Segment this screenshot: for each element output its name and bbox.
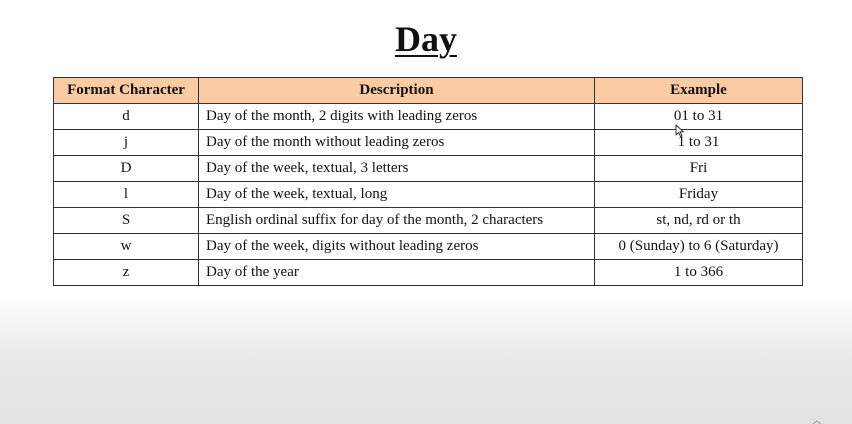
example-cell: Fri (594, 155, 803, 182)
description-cell: English ordinal suffix for day of the mo… (198, 207, 595, 234)
table-row: w Day of the week, digits without leadin… (53, 233, 803, 260)
description-cell: Day of the month without leading zeros (198, 129, 595, 156)
page-title: Day (395, 19, 457, 59)
example-cell: 1 to 31 (594, 129, 803, 156)
example-cell: 1 to 366 (594, 259, 803, 286)
format-character-cell: d (53, 103, 199, 130)
description-cell: Day of the week, textual, 3 letters (198, 155, 595, 182)
table-row: l Day of the week, textual, long Friday (53, 181, 803, 208)
header-format-character: Format Character (53, 77, 199, 104)
description-cell: Day of the year (198, 259, 595, 286)
header-description: Description (198, 77, 595, 104)
example-cell: 01 to 31 (594, 103, 803, 130)
format-character-cell: z (53, 259, 199, 286)
table-row: D Day of the week, textual, 3 letters Fr… (53, 155, 803, 182)
format-character-cell: D (53, 155, 199, 182)
format-character-cell: j (53, 129, 199, 156)
header-example: Example (594, 77, 803, 104)
description-cell: Day of the month, 2 digits with leading … (198, 103, 595, 130)
format-character-cell: w (53, 233, 199, 260)
corner-mark-icon (812, 420, 822, 424)
description-cell: Day of the week, textual, long (198, 181, 595, 208)
table-header-row: Format Character Description Example (53, 77, 803, 104)
example-cell: 0 (Sunday) to 6 (Saturday) (594, 233, 803, 260)
description-cell: Day of the week, digits without leading … (198, 233, 595, 260)
example-cell: Friday (594, 181, 803, 208)
table-row: S English ordinal suffix for day of the … (53, 207, 803, 234)
table-row: z Day of the year 1 to 366 (53, 259, 803, 286)
format-character-cell: l (53, 181, 199, 208)
table-row: j Day of the month without leading zeros… (53, 129, 803, 156)
table-row: d Day of the month, 2 digits with leadin… (53, 103, 803, 130)
format-character-cell: S (53, 207, 199, 234)
example-cell: st, nd, rd or th (594, 207, 803, 234)
mouse-pointer-icon (675, 124, 684, 137)
format-table: Format Character Description Example d D… (53, 77, 803, 286)
